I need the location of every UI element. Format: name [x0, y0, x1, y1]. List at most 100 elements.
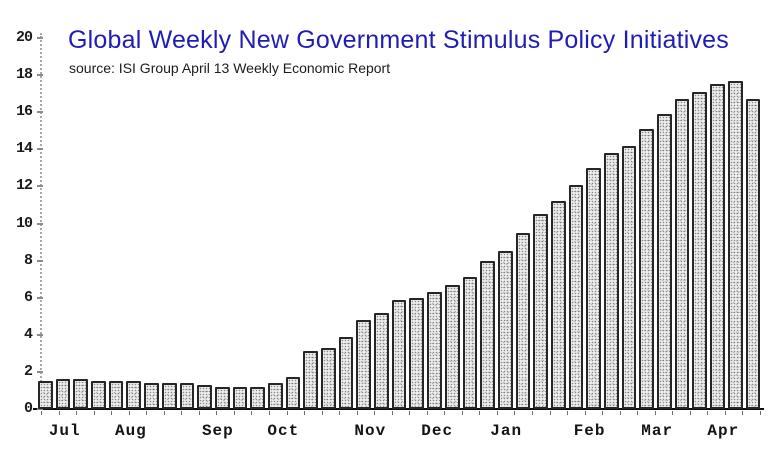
y-axis-tick-label: 12 [15, 177, 33, 195]
chart-title: Global Weekly New Government Stimulus Po… [68, 26, 729, 54]
bar [126, 381, 142, 409]
x-axis-tick [496, 411, 498, 415]
y-axis-tick [37, 148, 43, 151]
month-label: Nov [354, 422, 387, 440]
bar [38, 381, 53, 409]
bar [179, 383, 195, 409]
x-axis-tick [602, 411, 604, 415]
x-axis-tick [426, 411, 428, 415]
y-axis-tick-label: 14 [15, 140, 33, 158]
bar [586, 168, 601, 409]
x-axis-tick [689, 411, 691, 415]
bar [55, 379, 71, 409]
x-axis-tick [321, 411, 323, 415]
y-axis-tick [37, 408, 43, 410]
x-axis-tick [654, 411, 656, 415]
x-axis-tick [286, 411, 288, 415]
y-axis-tick [37, 37, 43, 39]
x-axis-tick [444, 411, 446, 415]
bar [462, 277, 478, 409]
y-axis-tick-label: 20 [15, 29, 33, 46]
x-axis-tick [391, 411, 393, 415]
x-axis-tick [216, 411, 218, 415]
x-axis-line [33, 408, 764, 410]
bar [356, 320, 372, 409]
bar [550, 201, 566, 409]
x-axis-tick [637, 411, 639, 415]
y-axis-tick [37, 111, 43, 114]
x-axis-tick [111, 411, 113, 415]
bar [427, 292, 442, 409]
y-axis-tick-label: 0 [23, 400, 33, 417]
bar [533, 214, 548, 409]
x-axis-tick [181, 411, 183, 415]
x-axis-tick [532, 411, 534, 415]
bar [568, 185, 584, 409]
y-axis-line [40, 33, 42, 410]
x-axis-tick [742, 411, 744, 415]
x-axis-tick [304, 411, 306, 415]
x-axis-tick [233, 411, 235, 415]
x-axis-tick [374, 411, 376, 415]
x-axis-tick [409, 411, 411, 415]
month-label: Jul [48, 422, 81, 440]
x-axis-tick [128, 411, 130, 415]
bar [250, 387, 265, 409]
x-axis-tick [514, 411, 516, 415]
x-axis-tick [76, 411, 78, 415]
bar [144, 383, 159, 409]
bar [745, 99, 761, 409]
bar [480, 261, 495, 409]
x-axis-tick [146, 411, 148, 415]
bar [285, 377, 301, 409]
month-label: Aug [114, 422, 147, 440]
bar [621, 146, 637, 409]
x-axis-tick [584, 411, 586, 415]
bar [391, 300, 407, 409]
bar [657, 114, 672, 409]
bar [409, 298, 425, 409]
x-axis-tick [163, 411, 165, 415]
bar [674, 99, 690, 409]
x-axis-tick [93, 411, 95, 415]
bar [604, 153, 619, 409]
bar [497, 251, 513, 409]
bar [91, 381, 106, 409]
bar [692, 92, 708, 409]
bar [444, 285, 460, 409]
x-axis-tick [760, 411, 761, 415]
y-axis-tick [37, 259, 43, 262]
x-axis-tick [549, 411, 551, 415]
x-axis-tick [339, 411, 341, 415]
x-axis-tick [619, 411, 621, 415]
x-axis-tick [707, 411, 709, 415]
bar [710, 84, 725, 409]
y-axis-tick [37, 296, 43, 299]
bar [338, 337, 354, 409]
bar [639, 129, 655, 409]
bar [232, 387, 248, 409]
x-axis-tick [724, 411, 726, 415]
y-axis-tick [37, 370, 43, 373]
bar [727, 81, 743, 409]
x-axis-tick [268, 411, 270, 415]
y-axis-tick-label: 2 [23, 362, 33, 380]
x-axis-tick [198, 411, 200, 415]
x-axis-tick [461, 411, 463, 415]
y-axis-tick [37, 74, 43, 77]
month-label: Oct [267, 422, 300, 440]
month-label: Mar [641, 422, 674, 440]
y-axis-tick-label: 16 [15, 103, 33, 121]
bar [303, 351, 318, 409]
y-axis-tick-label: 18 [15, 66, 33, 84]
month-label: Sep [201, 422, 234, 440]
x-axis-tick [41, 411, 42, 415]
y-axis-tick [37, 185, 43, 188]
bar [161, 383, 177, 409]
x-axis-tick [251, 411, 253, 415]
month-label: Feb [573, 422, 606, 440]
y-axis-tick [37, 222, 43, 225]
y-axis-tick-label: 8 [23, 251, 33, 269]
bar [267, 383, 283, 409]
